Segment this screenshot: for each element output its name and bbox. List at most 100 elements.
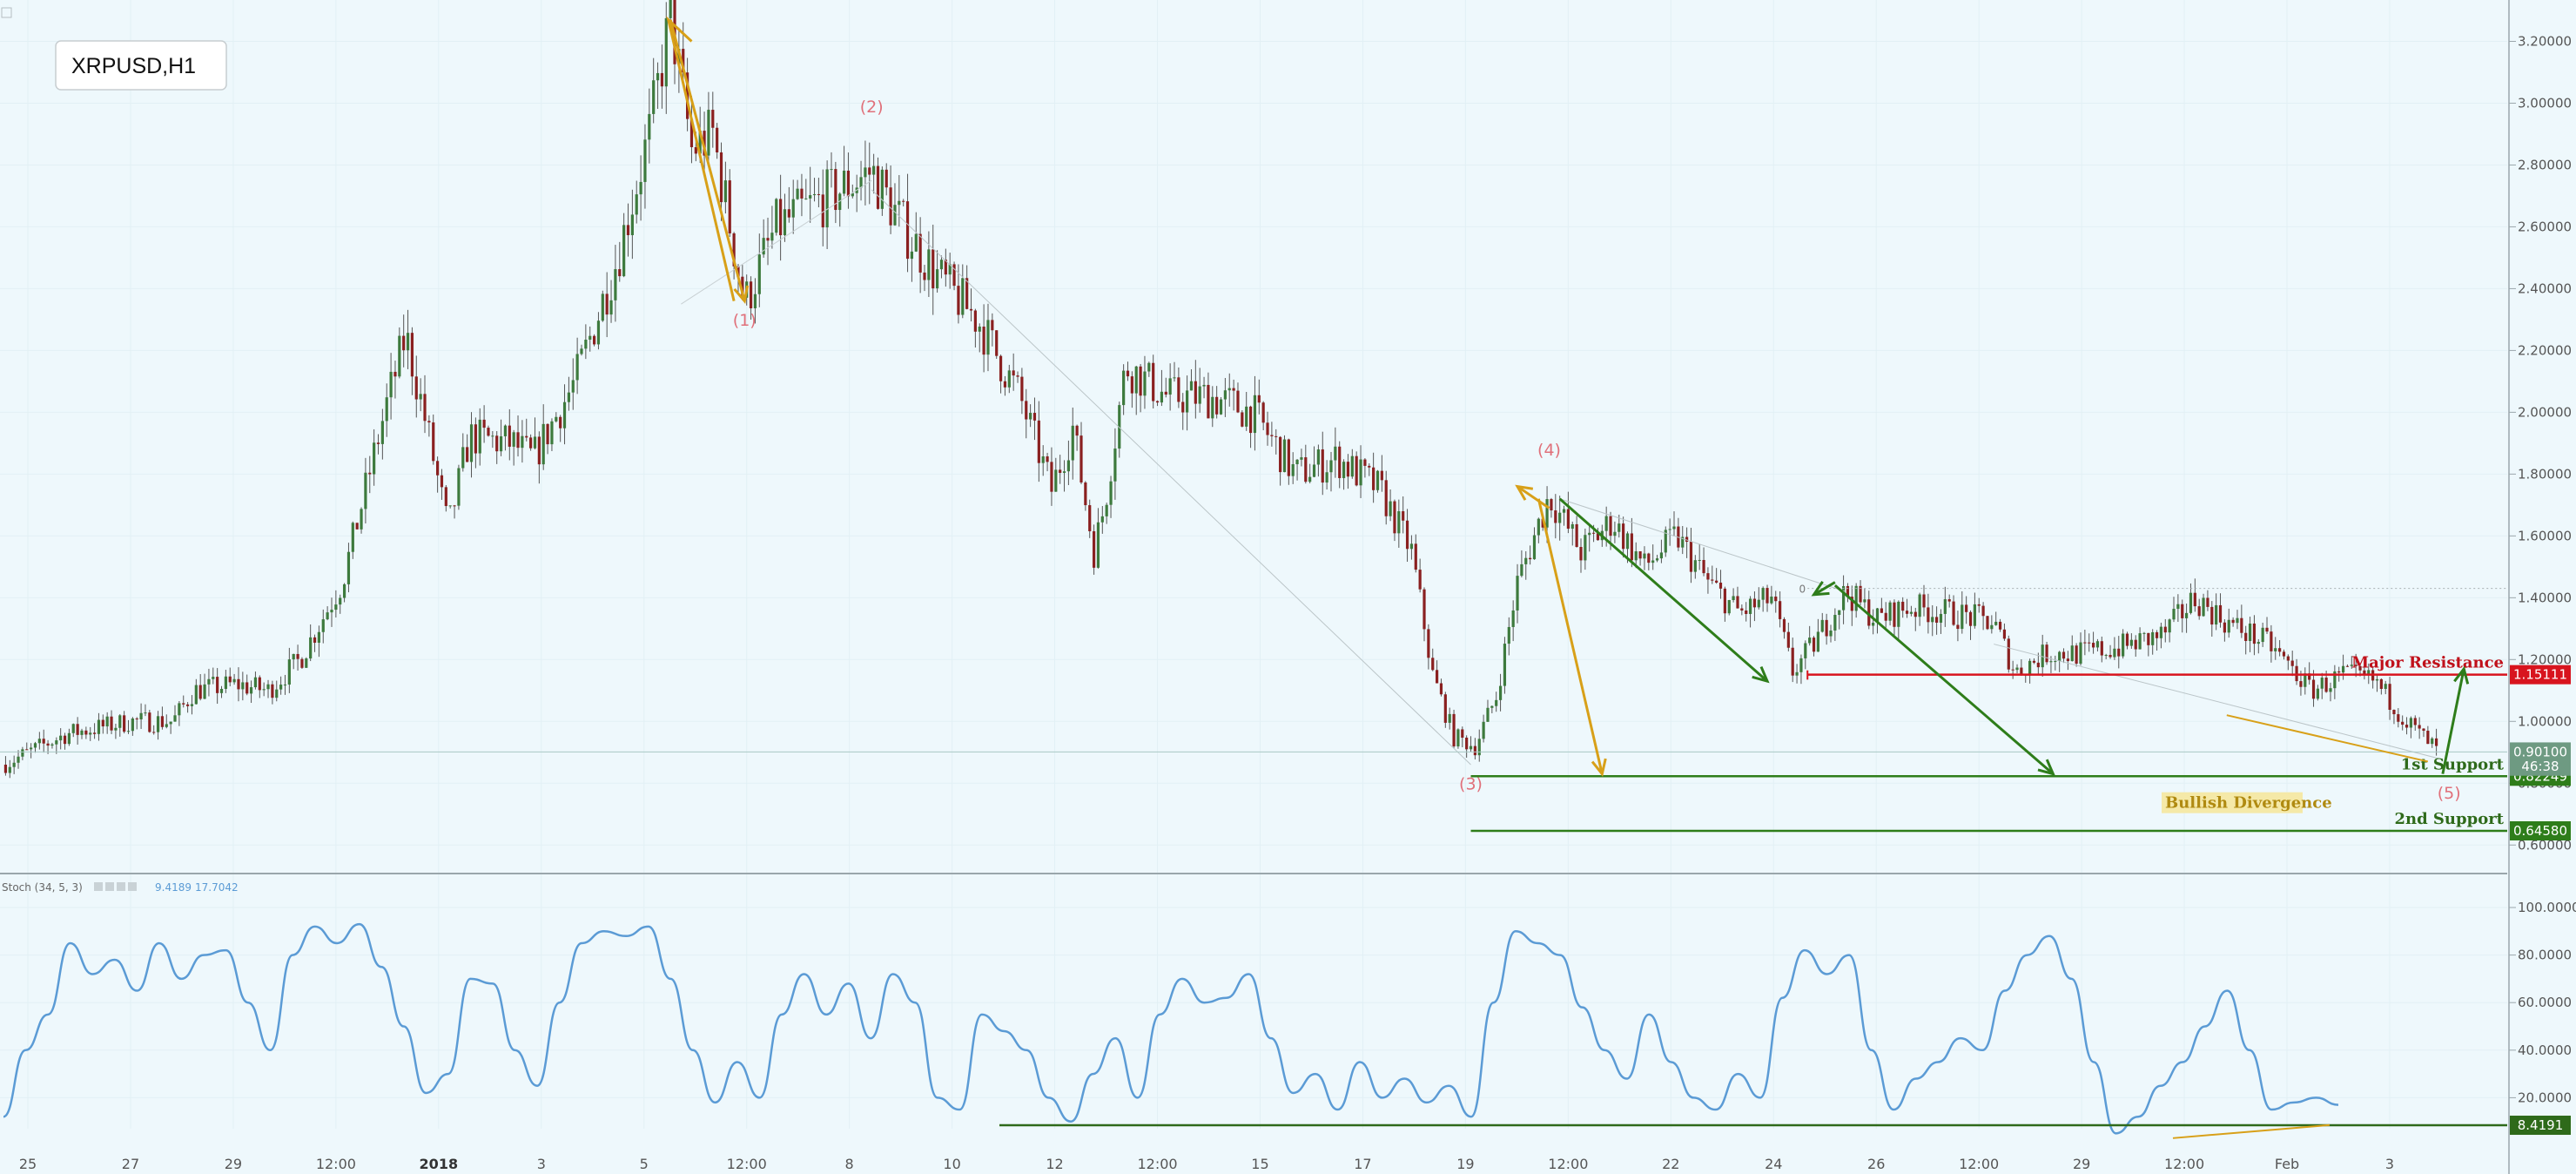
annotation-label: Major Resistance [2351, 654, 2504, 672]
candle-body [279, 685, 283, 690]
candle-body [2397, 714, 2400, 722]
wave-label: (4) [1537, 441, 1561, 460]
level-price-badge-text: 1.15111 [2513, 667, 2567, 683]
candle-body [741, 276, 744, 298]
candle-body [1859, 585, 1862, 603]
candle-body [1316, 449, 1320, 465]
candle-body [2088, 642, 2091, 644]
candle-body [1524, 557, 1528, 564]
candle-body [1909, 611, 1914, 614]
candle-body [105, 716, 109, 727]
time-tick-label: 12:00 [1137, 1156, 1177, 1172]
candle-body [652, 80, 656, 114]
candle-body [1062, 471, 1066, 473]
candle-body [2079, 642, 2082, 665]
indicator-axis: 100.0000 80.0000 60.0000 40.0000 20.0000 8.41… [2509, 900, 2576, 1136]
candle-body [889, 187, 892, 226]
candle-body [592, 335, 596, 345]
candle-body [453, 505, 456, 507]
price-tick-label: 2.00000 [2518, 404, 2572, 420]
candle-body [2422, 728, 2425, 732]
candle-body [2379, 678, 2383, 690]
stochastic-line [3, 922, 2339, 1135]
candle-body [1245, 406, 1248, 427]
candle-body [406, 333, 410, 351]
candle-body [1486, 707, 1490, 722]
collapse-icon[interactable] [1, 7, 12, 18]
candle-body [2036, 662, 2040, 668]
candle-body [1130, 376, 1133, 394]
projection-arrow-head [1591, 758, 1607, 777]
annotation-label: 2nd Support [2394, 810, 2504, 828]
candle-body [448, 505, 452, 507]
candle-body [190, 704, 194, 706]
candle-body [2125, 633, 2129, 646]
candle-body [503, 425, 508, 436]
wave-label: (2) [860, 98, 884, 117]
candle-body [351, 523, 354, 552]
candle-body [1186, 390, 1189, 413]
candle-body [1194, 381, 1197, 404]
candle-body [1634, 551, 1638, 561]
candle-body [249, 687, 253, 694]
candle-body [1965, 604, 1968, 612]
candle-body [1325, 472, 1328, 483]
candle-body [2091, 643, 2095, 648]
candle-body [1998, 621, 2002, 630]
impulse-arrow [669, 19, 746, 301]
candle-body [656, 72, 660, 81]
legend-button[interactable] [94, 882, 103, 891]
candle-body [80, 730, 84, 735]
candle-body [346, 551, 351, 584]
candle-body [1084, 482, 1087, 506]
candle-body [1270, 435, 1274, 436]
candle-body [2337, 671, 2341, 673]
candle-body [2215, 604, 2218, 625]
candle-body [2206, 597, 2209, 607]
candle-body [440, 475, 444, 488]
candle-body [444, 487, 447, 507]
candle-body [1287, 439, 1290, 476]
candle-body [567, 392, 570, 402]
time-tick-label: 29 [225, 1156, 242, 1172]
candle-body [2435, 738, 2438, 746]
candle-body [2227, 619, 2230, 633]
candle-body [1423, 589, 1426, 630]
annotation-label: 1st Support [2401, 755, 2505, 773]
candle-body [1168, 378, 1172, 395]
candle-body [499, 435, 503, 452]
candle-body [643, 139, 647, 182]
legend-button[interactable] [128, 882, 137, 891]
time-tick-label: 5 [640, 1156, 649, 1172]
candle-body [165, 724, 168, 727]
candle-body [2367, 670, 2371, 676]
candle-body [1126, 370, 1130, 377]
candle-body [999, 355, 1003, 381]
candle-body [1914, 611, 1917, 617]
candle-body [546, 423, 549, 445]
candle-body [1952, 601, 1955, 625]
candle-body [368, 472, 372, 475]
candle-body [342, 584, 346, 598]
candle-body [1152, 362, 1155, 401]
candle-body [957, 286, 960, 315]
legend-button[interactable] [105, 882, 114, 891]
candle-body [212, 677, 215, 679]
price-axis: 3.20000 3.00000 2.80000 2.60000 2.40000 2.200… [2509, 33, 2572, 853]
candle-body [698, 131, 702, 154]
candle-body [902, 200, 905, 202]
candle-body [355, 523, 359, 530]
symbol-label-box[interactable]: XRPUSD,H1 [55, 40, 227, 91]
candle-body [478, 419, 481, 454]
candle-body [1706, 573, 1710, 580]
candle-body [775, 199, 778, 233]
candle-body [1338, 446, 1342, 478]
price-badge [2510, 756, 2571, 776]
legend-button[interactable] [117, 882, 125, 891]
candle-body [1143, 371, 1147, 396]
candle-body [1295, 459, 1299, 465]
candle-body [300, 658, 304, 668]
candle-body [605, 294, 609, 315]
candle-body [2095, 641, 2100, 648]
candle-body [1003, 381, 1007, 388]
